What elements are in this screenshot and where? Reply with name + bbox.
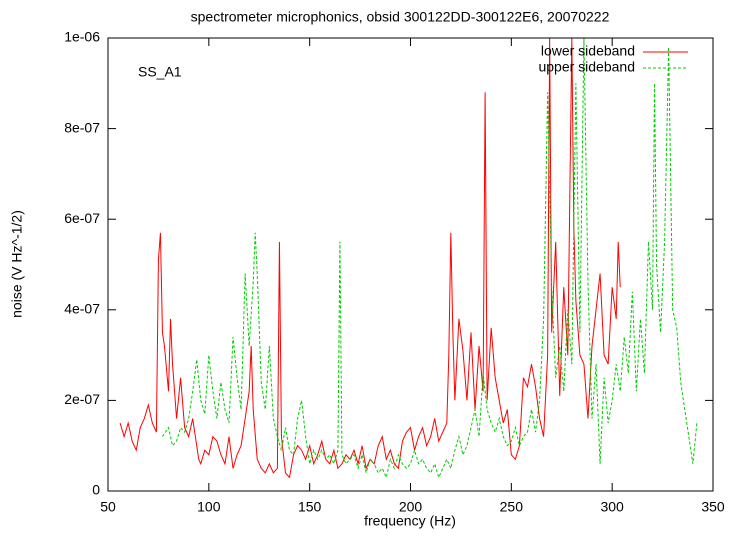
x-axis-label: frequency (Hz) — [364, 513, 456, 529]
x-tick-label: 350 — [701, 499, 725, 515]
legend-label: upper sideband — [538, 59, 635, 75]
x-tick-label: 50 — [100, 499, 116, 515]
y-tick-label: 6e-07 — [64, 210, 100, 226]
x-tick-label: 100 — [197, 499, 221, 515]
chart-title: spectrometer microphonics, obsid 300122D… — [191, 9, 610, 25]
y-tick-label: 8e-07 — [64, 119, 100, 135]
y-tick-label: 1e-06 — [64, 29, 100, 45]
x-tick-label: 200 — [399, 499, 423, 515]
y-tick-label: 2e-07 — [64, 391, 100, 407]
x-tick-label: 150 — [298, 499, 322, 515]
y-axis-label: noise (V Hz^-1/2) — [9, 210, 25, 318]
x-tick-label: 300 — [600, 499, 624, 515]
plot-border — [107, 37, 714, 492]
annotation: SS_A1 — [138, 64, 182, 80]
y-tick-label: 0 — [92, 482, 100, 498]
x-tick-label: 250 — [500, 499, 524, 515]
legend-label: lower sideband — [541, 43, 635, 59]
y-tick-label: 4e-07 — [64, 301, 100, 317]
data-line — [119, 38, 621, 479]
data-line — [162, 38, 698, 479]
